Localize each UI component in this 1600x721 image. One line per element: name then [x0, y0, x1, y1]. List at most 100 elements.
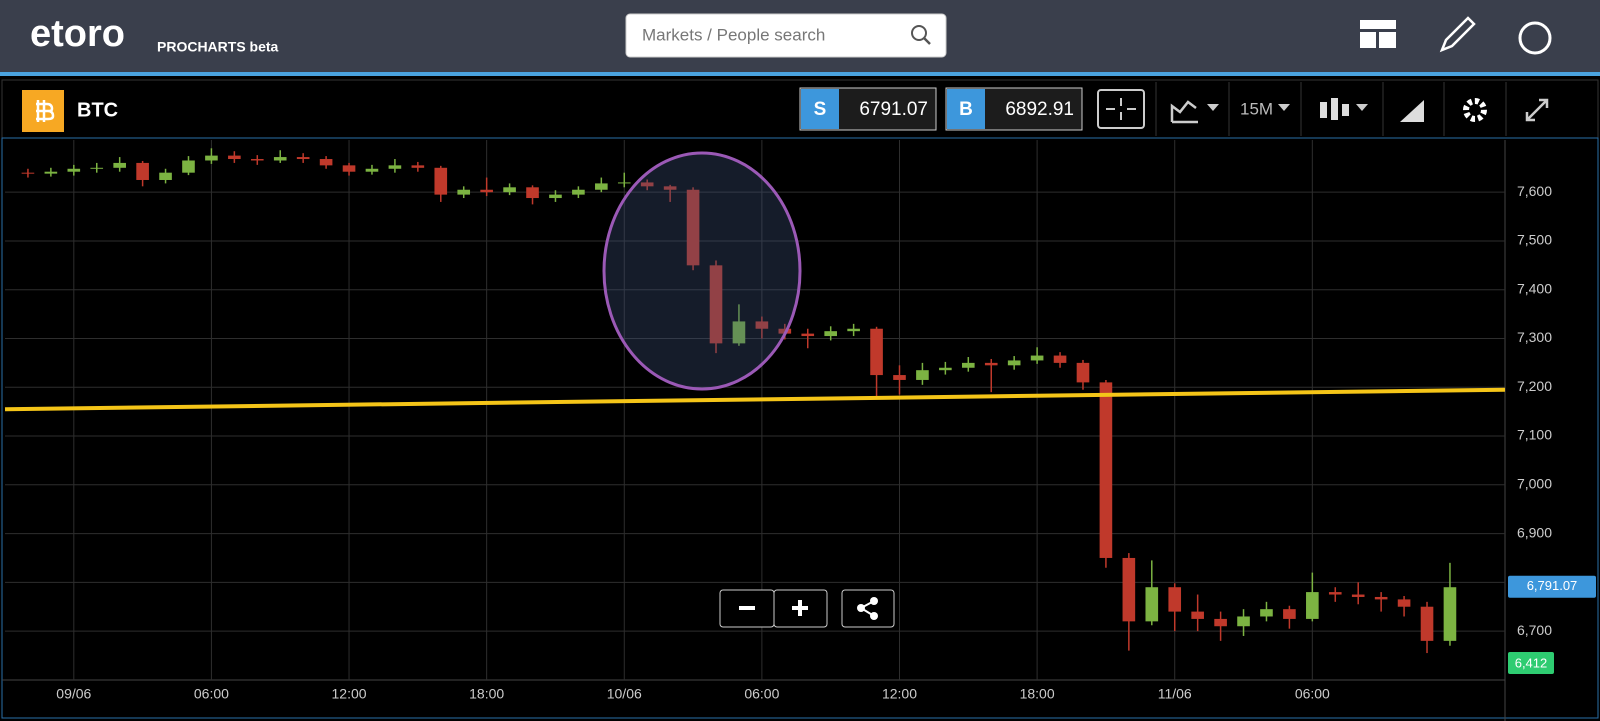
- candle-body: [732, 321, 746, 344]
- candle-body: [1351, 594, 1365, 597]
- candle-body: [342, 165, 356, 172]
- symbol-icon: [36, 100, 55, 122]
- candle-body: [1374, 596, 1388, 600]
- candle-body: [1420, 606, 1434, 641]
- buy-badge: [947, 89, 985, 129]
- candle-body: [250, 159, 264, 161]
- x-tick-label: 06:00: [744, 686, 779, 702]
- candle-body: [617, 182, 631, 184]
- logo[interactable]: etoro: [30, 13, 125, 55]
- candle-body: [595, 183, 608, 190]
- candle-body: [640, 182, 654, 187]
- crosshair-button[interactable]: [1097, 89, 1145, 129]
- x-tick-label: 12:00: [882, 686, 917, 702]
- candle-body: [228, 155, 241, 160]
- y-tick-label: 7,300: [1517, 329, 1552, 345]
- x-tick-label: 06:00: [1295, 686, 1330, 702]
- timeframe[interactable]: 15M: [1240, 99, 1273, 118]
- candle-body: [113, 162, 126, 168]
- product-name: PROCHARTS beta: [157, 39, 279, 55]
- highlight-ellipse: [602, 151, 802, 391]
- candle-body: [503, 187, 516, 193]
- candle-body: [296, 157, 310, 160]
- x-tick-label: 12:00: [332, 686, 367, 702]
- candle-body: [90, 167, 104, 169]
- buy-price: 6892.91: [1005, 99, 1074, 120]
- dropdown-arrow: [1278, 104, 1290, 111]
- candle-body: [755, 321, 769, 329]
- sell-label: S: [814, 99, 827, 120]
- candle-body: [205, 155, 218, 161]
- candle-body: [1145, 587, 1159, 622]
- last-price-tag: [1508, 575, 1596, 598]
- candle-body: [273, 157, 287, 161]
- sell-price: 6791.07: [859, 99, 928, 120]
- dropdown-arrow: [1356, 104, 1368, 111]
- candle-body: [411, 165, 425, 168]
- candle-body: [365, 168, 379, 172]
- share-button[interactable]: [841, 589, 895, 628]
- candle-body: [480, 189, 493, 193]
- zoom-in-button[interactable]: [773, 589, 828, 628]
- x-tick-label: 18:00: [1020, 686, 1055, 702]
- low-tag-label: 6,412: [1515, 655, 1548, 670]
- drawing-button[interactable]: [1400, 100, 1424, 122]
- candle-body: [1053, 355, 1067, 363]
- y-tick-label: 7,600: [1517, 183, 1552, 199]
- low-tag: [1508, 652, 1554, 674]
- candle-body: [67, 168, 81, 172]
- candle-body: [572, 189, 585, 195]
- candle-body: [1122, 557, 1136, 622]
- indicator-button[interactable]: [1170, 100, 1198, 124]
- candle-body: [1443, 587, 1457, 641]
- zoom-out-button[interactable]: [719, 589, 775, 628]
- candle-body: [1007, 360, 1021, 366]
- candle-body: [388, 165, 402, 169]
- candle-body: [549, 194, 562, 199]
- candle-body: [1076, 362, 1090, 383]
- x-tick-label: 09/06: [56, 686, 91, 702]
- candle-body: [801, 333, 815, 337]
- candle-body: [136, 162, 149, 180]
- x-tick-label: 06:00: [194, 686, 229, 702]
- candle-body: [1397, 599, 1411, 607]
- overlay: 6,7006,8006,9007,0007,1007,2007,3007,400…: [4, 183, 1596, 702]
- search-icon[interactable]: [911, 25, 927, 41]
- candle-body: [1237, 616, 1250, 627]
- symbol: BTC: [77, 99, 118, 121]
- candle-body: [893, 375, 906, 380]
- y-tick-label: 7,500: [1517, 232, 1552, 248]
- candle-body: [663, 186, 677, 190]
- x-tick-label: 10/06: [607, 686, 642, 702]
- y-tick-label: 6,900: [1517, 524, 1552, 540]
- settings-button[interactable]: [1463, 98, 1487, 122]
- candle-body: [1191, 611, 1204, 619]
- x-tick-label: 18:00: [469, 686, 504, 702]
- candle-body: [961, 362, 975, 368]
- candle-body: [939, 367, 952, 371]
- fullscreen-button[interactable]: [1525, 98, 1549, 122]
- search-placeholder: Markets / People search: [642, 25, 825, 44]
- candle-body: [44, 171, 58, 174]
- layout-icon[interactable]: [1360, 20, 1396, 48]
- candle-body: [1328, 592, 1342, 595]
- chart-type-button[interactable]: [1320, 98, 1349, 120]
- candle-body: [319, 159, 333, 166]
- edit-icon[interactable]: [1439, 16, 1476, 53]
- last-price-label: 6,791.07: [1527, 578, 1578, 593]
- profile-icon[interactable]: [1518, 21, 1552, 55]
- y-tick-label: 6,700: [1517, 622, 1552, 638]
- candle-body: [434, 167, 448, 195]
- candle-body: [1168, 587, 1182, 612]
- y-tick-label: 7,100: [1517, 427, 1552, 443]
- buy-label: B: [959, 99, 973, 120]
- grid: [5, 140, 1505, 680]
- candle-body: [1099, 382, 1113, 558]
- candle-body: [984, 362, 998, 366]
- search-box[interactable]: [625, 13, 947, 58]
- search-icon: [923, 37, 931, 45]
- y-tick-label: 7,400: [1517, 280, 1552, 296]
- dropdown-arrow: [1207, 104, 1219, 111]
- y-tick-label: 7,000: [1517, 476, 1552, 492]
